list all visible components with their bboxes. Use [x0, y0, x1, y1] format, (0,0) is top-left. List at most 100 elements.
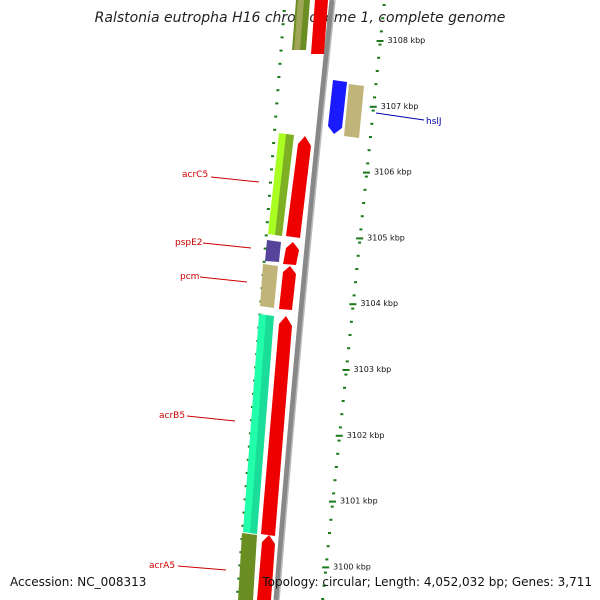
tick-dot — [276, 89, 280, 92]
gene-label-acrA5: acrA5 — [149, 561, 175, 571]
gene-label-pcm: pcm — [180, 272, 199, 282]
tick-label: 3106 kbp — [374, 168, 412, 177]
topology-text: Topology: circular; Length: 4,052,032 bp… — [262, 575, 592, 589]
tick-dot — [237, 577, 241, 580]
gene-red-3 — [279, 266, 296, 310]
major-tick — [342, 369, 350, 371]
gene-acrA5 — [238, 533, 257, 600]
tick-dot — [243, 498, 247, 501]
tick-dot — [275, 102, 279, 105]
tick-dot — [366, 162, 370, 165]
tick-label: 3103 kbp — [354, 365, 392, 374]
gene-hslJ-tan — [344, 84, 364, 138]
tick-label: 3108 kbp — [388, 36, 426, 45]
tick-dot — [270, 168, 274, 171]
tick-dot — [263, 247, 267, 250]
major-tick — [369, 105, 377, 108]
acrC5-pointer — [210, 176, 260, 183]
acrA5-pointer — [177, 565, 227, 571]
tick-dot — [279, 49, 283, 52]
tick-dot — [353, 281, 357, 284]
tick-dot — [241, 524, 245, 527]
tick-dot — [282, 10, 286, 12]
tick-dot — [272, 142, 276, 144]
tick-dot — [238, 564, 242, 567]
tick-dot — [343, 386, 347, 389]
gene-pcm — [260, 264, 278, 308]
gene-label-acrC5: acrC5 — [182, 170, 208, 180]
tick-label: 3101 kbp — [340, 497, 378, 506]
tick-dot — [325, 558, 329, 561]
tick-dot — [347, 347, 351, 350]
tick-dot — [280, 36, 284, 39]
tick-dot — [381, 17, 385, 20]
tick-dot — [378, 43, 382, 46]
tick-dot — [321, 598, 325, 600]
gene-acrC5-shade — [275, 134, 294, 236]
accession-text: Accession: NC_008313 — [10, 575, 147, 589]
tick-dot — [340, 413, 344, 416]
tick-dot — [344, 373, 348, 376]
tick-dot — [370, 122, 374, 125]
tick-dot — [242, 511, 246, 514]
tick-dot — [246, 458, 250, 461]
tick-dot — [245, 472, 249, 474]
tick-dot — [367, 149, 371, 152]
tick-dot — [374, 83, 378, 86]
hslJ-pointer — [375, 112, 425, 121]
tick-dot — [333, 479, 337, 482]
tick-dot — [362, 202, 366, 204]
major-tick — [322, 566, 330, 569]
tick-dot — [371, 109, 375, 112]
tick-dot — [268, 181, 272, 184]
tick-label: 3102 kbp — [347, 431, 385, 440]
tick-dot — [360, 215, 364, 218]
pspE2-pointer — [202, 242, 252, 249]
tick-dot — [274, 115, 278, 118]
tick-dot — [264, 234, 268, 237]
gene-acrB5-shade — [250, 315, 274, 534]
tick-dot — [364, 175, 368, 178]
tick-dot — [336, 452, 340, 455]
backbone-highlight — [278, 0, 336, 600]
gene-red-5 — [257, 535, 275, 600]
tick-dot — [359, 228, 363, 231]
tick-dot — [326, 545, 330, 548]
tick-dot — [379, 30, 383, 33]
gene-top-tan — [294, 0, 304, 50]
tick-dot — [322, 584, 326, 587]
major-tick — [328, 500, 336, 503]
tick-dot — [273, 128, 277, 131]
tick-dot — [338, 426, 342, 429]
tick-dot — [375, 70, 379, 72]
tick-dot — [271, 155, 275, 158]
tick-dot — [281, 23, 285, 26]
tick-dot — [265, 221, 269, 224]
tick-dot — [352, 294, 356, 297]
gene-hslJ-blue — [328, 80, 347, 134]
tick-label: 3107 kbp — [381, 102, 419, 111]
acrB5-pointer — [186, 415, 236, 422]
tick-dot — [349, 320, 353, 323]
major-tick — [376, 40, 384, 42]
tick-dot — [382, 4, 386, 6]
tick-dot — [323, 571, 327, 574]
gene-red-4 — [261, 316, 292, 536]
gene-label-acrB5: acrB5 — [159, 411, 185, 421]
gene-red-1 — [286, 136, 311, 238]
tick-dot — [334, 466, 338, 468]
tick-dot — [329, 518, 333, 521]
tick-dot — [377, 56, 381, 59]
tick-dot — [277, 76, 281, 78]
tick-dot — [262, 260, 266, 263]
tick-dot — [337, 439, 341, 442]
tick-dot — [341, 400, 345, 402]
tick-dot — [351, 307, 355, 310]
gene-red-2 — [283, 242, 299, 265]
tick-dot — [330, 505, 334, 508]
tick-label: 3104 kbp — [360, 299, 398, 308]
tick-dot — [266, 208, 270, 210]
major-tick — [356, 237, 364, 240]
tick-label: 3105 kbp — [367, 233, 405, 242]
